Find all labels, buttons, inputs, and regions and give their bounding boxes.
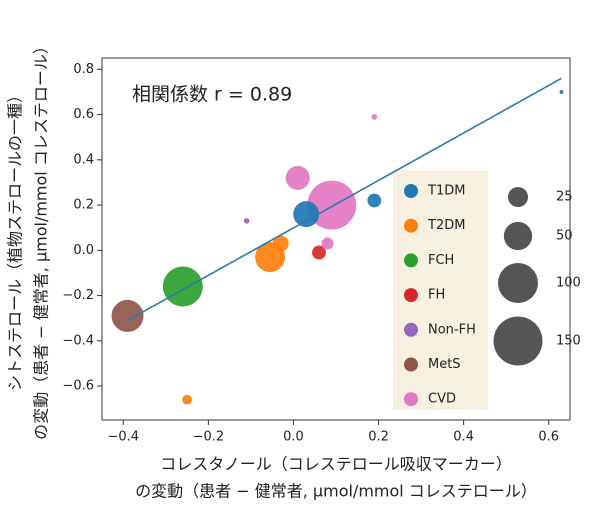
legend-label: FCH bbox=[428, 253, 454, 268]
bubble bbox=[243, 218, 250, 224]
legend-marker bbox=[404, 184, 418, 198]
bubble bbox=[559, 89, 564, 94]
annotation: 相関係数 r = 0.89 bbox=[132, 84, 292, 106]
size-legend-label: 150 bbox=[556, 334, 581, 349]
bubble bbox=[272, 235, 289, 252]
x-tick-label: 0.0 bbox=[283, 430, 304, 445]
y-tick-label: −0.2 bbox=[62, 288, 94, 303]
bubble bbox=[321, 237, 334, 250]
plot-frame bbox=[101, 57, 571, 421]
legend-label: CVD bbox=[428, 392, 456, 407]
size-legend-label: 100 bbox=[556, 276, 581, 291]
x-axis-label: コレスタノール（コレステロール吸収マーカー） bbox=[160, 455, 512, 474]
x-axis-label: の変動（患者 − 健常者, μmol/mmol コレステロール） bbox=[135, 482, 537, 501]
size-legend-label: 25 bbox=[556, 190, 573, 205]
bubble bbox=[371, 113, 378, 120]
y-axis-label: シトステロール（植物ステロールの一種） bbox=[6, 87, 25, 391]
legend-label: FH bbox=[428, 288, 445, 303]
legend-label: T1DM bbox=[427, 184, 465, 199]
legend-label: T2DM bbox=[427, 218, 465, 233]
bubble bbox=[307, 180, 357, 230]
bubble bbox=[312, 245, 326, 260]
x-tick-label: −0.4 bbox=[107, 430, 139, 445]
y-tick-label: 0.8 bbox=[73, 62, 94, 77]
size-legend-marker bbox=[503, 221, 533, 251]
legend-marker bbox=[404, 392, 418, 407]
y-tick-label: 0.4 bbox=[73, 152, 94, 167]
bubble bbox=[162, 266, 203, 307]
size-legend-marker bbox=[493, 316, 543, 366]
legend-marker bbox=[404, 357, 418, 372]
size-legend-marker bbox=[508, 187, 528, 207]
x-tick-label: 0.4 bbox=[453, 430, 474, 445]
y-tick-label: 0.6 bbox=[73, 107, 94, 122]
bubble bbox=[293, 201, 320, 228]
size-legend-marker bbox=[498, 263, 538, 303]
y-axis-label: の変動（患者 − 健常者, μmol/mmol コレステロール） bbox=[32, 38, 51, 440]
y-tick-label: 0.2 bbox=[73, 198, 94, 213]
x-tick-label: 0.6 bbox=[538, 430, 559, 445]
y-tick-label: 0.0 bbox=[73, 243, 94, 258]
legend-marker bbox=[404, 218, 418, 233]
bubble bbox=[111, 299, 144, 332]
size-legend-label: 50 bbox=[556, 229, 573, 244]
x-tick-label: 0.2 bbox=[368, 430, 389, 445]
trend-line bbox=[127, 77, 562, 322]
bubble bbox=[285, 165, 310, 190]
bubble bbox=[367, 193, 382, 208]
bubble bbox=[182, 394, 192, 405]
legend-label: Non-FH bbox=[428, 322, 476, 337]
y-tick-label: −0.4 bbox=[62, 333, 94, 348]
legend-label: MetS bbox=[428, 357, 461, 372]
x-tick-label: −0.2 bbox=[193, 430, 225, 445]
legend-marker bbox=[404, 288, 418, 303]
legend-marker bbox=[404, 253, 418, 268]
legend-marker bbox=[404, 322, 418, 337]
y-tick-label: −0.6 bbox=[62, 379, 94, 394]
